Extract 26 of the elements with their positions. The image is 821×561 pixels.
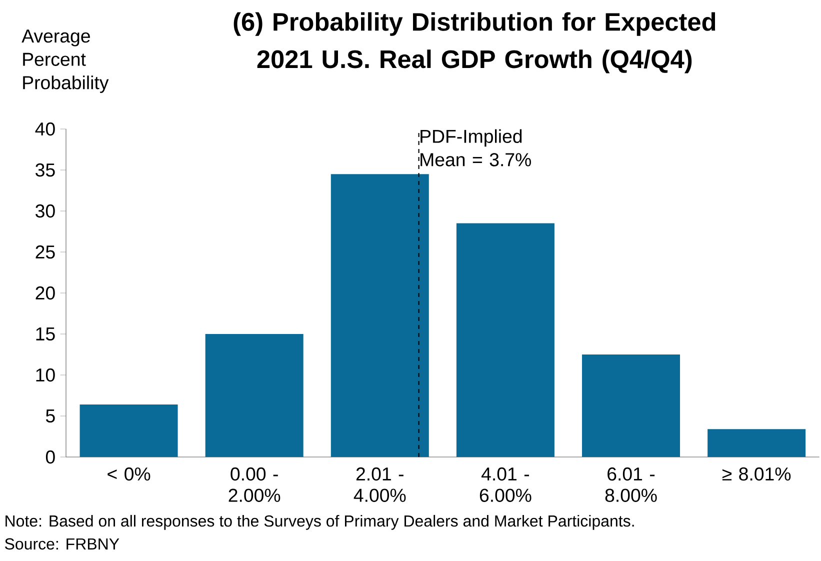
x-tick-label: 4.01 - 6.00% — [480, 467, 532, 502]
x-tick-label: < 0% — [108, 467, 150, 481]
bar — [330, 174, 429, 457]
y-tick-label: 15 — [36, 327, 55, 341]
bar — [582, 354, 680, 457]
bar — [708, 429, 806, 457]
bar — [205, 334, 304, 457]
ref-line-label: PDF-Implied Mean = 3.7% — [420, 129, 531, 166]
x-tick-label: 0.00 - 2.00% — [228, 467, 280, 502]
y-tick-label: 5 — [46, 409, 55, 423]
x-tick-label: 2.01 - 4.00% — [354, 467, 406, 502]
source-note: Source: FRBNY — [5, 538, 120, 550]
chart-title: (6) Probability Distribution for Expected 2021 U.S. Real GDP Growth (Q4/Q4) — [234, 12, 716, 74]
y-tick-label: 35 — [36, 163, 55, 177]
y-tick-label: 40 — [35, 122, 55, 136]
x-tick-label: 6.01 - 8.00% — [605, 467, 657, 502]
y-axis-title: Average Percent Probability — [22, 30, 109, 93]
y-tick-label: 20 — [36, 286, 55, 300]
y-tick-label: 25 — [36, 245, 55, 259]
y-tick-label: 0 — [46, 450, 55, 464]
y-tick-label: 10 — [36, 368, 55, 382]
bar — [456, 223, 554, 457]
x-tick-label: ≥ 8.01% — [722, 467, 791, 481]
bar — [80, 404, 178, 457]
y-tick-label: 30 — [36, 204, 55, 218]
text: Note: Based on all responses to the Surveys of Primary Dealers and Market Participants. — [6, 514, 634, 530]
